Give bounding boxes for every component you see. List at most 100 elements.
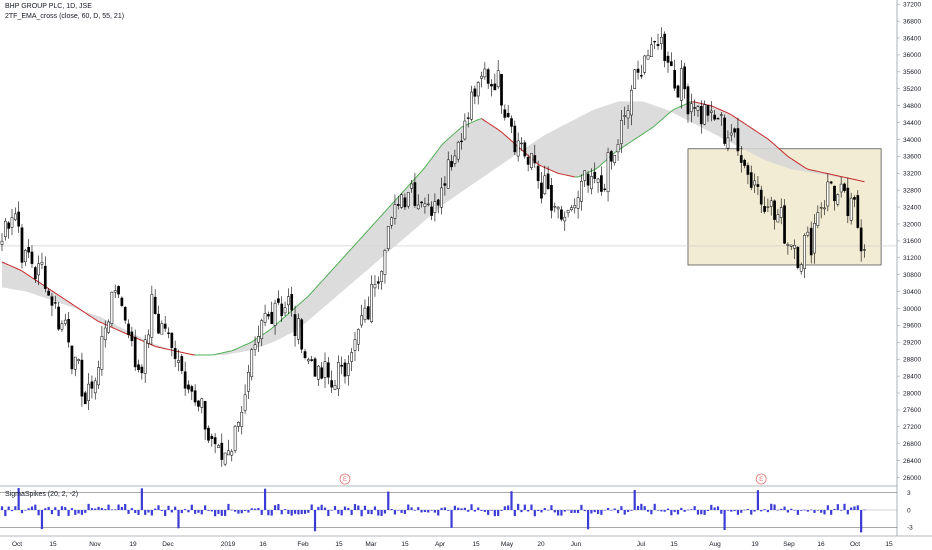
time-tick-label: 15 xyxy=(49,541,57,548)
candle-body xyxy=(103,327,107,341)
sigma-spike-bar xyxy=(377,510,380,516)
sigma-spike-bar xyxy=(320,504,323,510)
candle-body xyxy=(616,144,620,153)
ema-line-segment xyxy=(387,204,392,209)
candle-body xyxy=(163,323,167,329)
sigma-spike-bar xyxy=(776,509,779,511)
ema-line-segment xyxy=(84,312,89,316)
candle-body xyxy=(0,240,4,245)
sigma-spike-bar xyxy=(633,489,636,510)
sigma-spike-bar xyxy=(154,508,157,510)
ema-line-segment xyxy=(354,240,359,246)
candle-body xyxy=(383,250,387,275)
ema-line-segment xyxy=(727,112,732,116)
sigma-spike-bar xyxy=(580,504,583,510)
candle-body xyxy=(257,336,260,343)
sigma-spike-bar xyxy=(380,510,383,516)
sigma-spike-bar xyxy=(363,505,367,510)
sigma-spike-bar xyxy=(477,507,480,510)
candle-body xyxy=(37,263,40,276)
time-tick-label: 16 xyxy=(259,541,267,548)
sigma-spike-bar xyxy=(590,510,593,514)
candle-body xyxy=(33,267,37,280)
ema-line-segment xyxy=(681,104,685,107)
price-tick-label: 32000 xyxy=(903,221,921,228)
ema-line-segment xyxy=(411,178,416,183)
candle-body xyxy=(47,290,50,296)
ema-line-segment xyxy=(661,116,666,121)
ema-line-segment xyxy=(221,351,226,354)
ema-line-segment xyxy=(148,343,153,346)
sigma-spike-bar xyxy=(197,510,200,513)
candle-body xyxy=(553,206,557,208)
sigma-spike-bar xyxy=(557,510,560,516)
sigma-spike-bar xyxy=(447,510,450,511)
sigma-spike-bar xyxy=(706,510,710,512)
ema-line-segment xyxy=(55,292,59,296)
candle-body xyxy=(263,313,267,323)
sigma-spike-bar xyxy=(77,510,80,514)
sigma-spike-bar xyxy=(563,510,566,512)
sigma-spike-bar xyxy=(490,510,493,511)
ema-line-segment xyxy=(597,164,602,168)
ema-line-segment xyxy=(68,301,73,305)
ema-line-segment xyxy=(101,322,106,325)
ema-line-segment xyxy=(767,138,772,143)
sigma-spike-bar xyxy=(217,510,220,514)
price-tick-label: 34400 xyxy=(903,120,921,127)
candle-body xyxy=(650,44,653,58)
sigma-spike-bar xyxy=(343,506,347,510)
candle-body xyxy=(117,286,120,295)
candle-body xyxy=(646,55,650,60)
candle-body xyxy=(200,398,204,408)
sigma-spike-bar xyxy=(646,510,650,512)
candle-body xyxy=(743,159,746,166)
ema-line-segment xyxy=(334,262,339,268)
ema-line-segment xyxy=(444,138,449,143)
sigma-spike-bar xyxy=(423,510,427,512)
ema-line-segment xyxy=(88,314,93,318)
sigma-spike-bar xyxy=(24,510,27,511)
candle-body xyxy=(77,359,80,362)
candle-body xyxy=(583,170,587,181)
ema-line-segment xyxy=(457,126,462,131)
candle-body xyxy=(350,352,353,362)
ema-line-segment xyxy=(98,321,103,324)
ema-line-segment xyxy=(188,353,192,356)
ema-line-segment xyxy=(288,310,293,315)
candle-body xyxy=(403,197,407,208)
sigma-spike-bar xyxy=(67,510,70,516)
price-tick-label: 35200 xyxy=(903,86,921,93)
ema-line-segment xyxy=(151,344,156,347)
sigma-spike-bar xyxy=(87,503,90,510)
candle-body xyxy=(223,452,227,465)
price-tick-label: 32400 xyxy=(903,204,921,211)
candle-body xyxy=(456,142,460,160)
ema-line-segment xyxy=(634,136,639,140)
candle-body xyxy=(423,203,427,207)
sigma-spike-bar xyxy=(413,510,417,511)
candle-body xyxy=(586,173,590,186)
sigma-spike-bar xyxy=(427,510,430,513)
price-tick-label: 35600 xyxy=(903,69,921,76)
candle-body xyxy=(640,75,643,77)
ema-line-segment xyxy=(401,189,406,194)
sigma-spike-bar xyxy=(27,508,30,510)
candle-body xyxy=(746,165,750,175)
sigma-spike-bar xyxy=(586,510,590,530)
candle-body xyxy=(613,155,617,163)
sigma-spike-bar xyxy=(533,510,536,517)
sigma-spike-bar xyxy=(547,509,550,511)
ema-line-segment xyxy=(158,346,162,349)
candle-body xyxy=(739,155,743,163)
ema-line-segment xyxy=(847,177,852,180)
candle-body xyxy=(3,220,7,238)
sigma-spike-bar xyxy=(610,509,613,511)
ema-line-segment xyxy=(824,172,828,175)
candle-body xyxy=(157,313,160,334)
sigma-spike-bar xyxy=(513,510,516,517)
candle-body xyxy=(526,157,530,165)
ema-line-segment xyxy=(5,263,9,266)
candle-body xyxy=(626,110,630,119)
